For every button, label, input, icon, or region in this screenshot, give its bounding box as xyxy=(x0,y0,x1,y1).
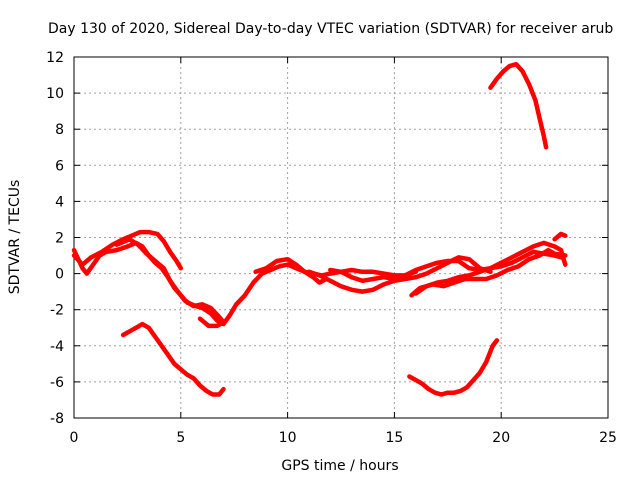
series-arc-e xyxy=(253,256,329,285)
y-tick-label: 6 xyxy=(55,158,64,174)
y-tick-label: -6 xyxy=(50,375,64,391)
axis-ticks: 0 5 10 15 20 25 -8 -6 -4 -2 0 2 4 6 8 10 12 xyxy=(46,50,617,446)
y-axis-label: SDTVAR / TECUs xyxy=(7,180,23,295)
x-axis-label: GPS time / hours xyxy=(281,458,398,474)
series-arc-f xyxy=(306,255,493,294)
x-tick-label: 5 xyxy=(176,430,185,446)
y-tick-label: 2 xyxy=(55,231,64,247)
x-tick-label: 10 xyxy=(279,430,297,446)
series-arc-h xyxy=(413,240,568,296)
y-tick-label: -8 xyxy=(50,411,64,427)
series-arc-k xyxy=(120,321,226,397)
series-arc-b xyxy=(71,229,184,271)
series-arc-d xyxy=(197,316,226,329)
y-tick-label: 4 xyxy=(55,194,64,210)
y-tick-label: -2 xyxy=(50,303,64,319)
y-tick-label: 8 xyxy=(55,122,64,138)
series-arc-m xyxy=(488,61,549,150)
x-tick-label: 0 xyxy=(70,430,79,446)
y-tick-label: 0 xyxy=(55,267,64,283)
grid xyxy=(74,57,608,418)
x-tick-label: 25 xyxy=(599,430,617,446)
y-tick-label: 10 xyxy=(46,86,64,102)
series-arc-g xyxy=(328,267,419,284)
series-arc-i xyxy=(409,247,568,298)
x-tick-label: 20 xyxy=(492,430,510,446)
series-arc-j xyxy=(552,231,568,242)
y-tick-label: 12 xyxy=(46,50,64,66)
series-arc-l xyxy=(407,338,500,397)
series-group xyxy=(71,61,568,397)
chart-title: Day 130 of 2020, Sidereal Day-to-day VTE… xyxy=(48,21,613,37)
x-tick-label: 15 xyxy=(385,430,403,446)
y-tick-label: -4 xyxy=(50,339,64,355)
series-arc-c xyxy=(114,237,226,325)
